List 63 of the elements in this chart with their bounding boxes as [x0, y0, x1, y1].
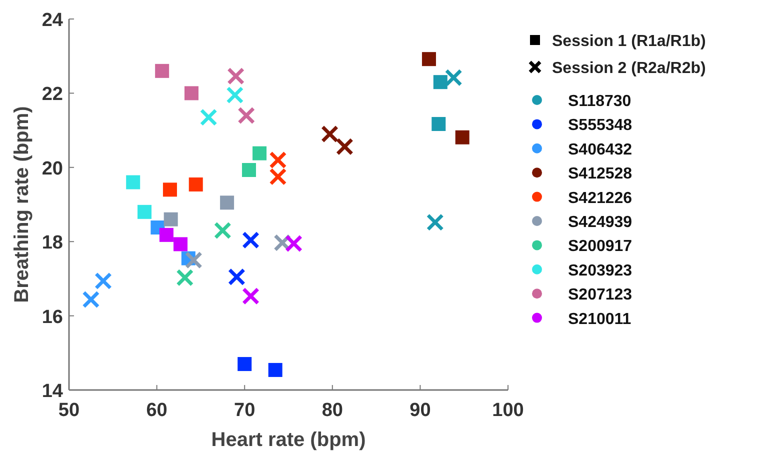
legend-label: S210011 — [568, 310, 632, 328]
x-tick-label: 100 — [492, 400, 524, 421]
x-tick-label: 70 — [234, 400, 256, 421]
text: Session 1 (R1a/R1b) — [552, 33, 706, 50]
y-tick-label: 20 — [42, 158, 63, 180]
point — [242, 162, 256, 177]
point — [285, 234, 303, 252]
point — [444, 68, 462, 86]
point — [159, 228, 174, 242]
point — [226, 86, 244, 104]
legend-label: S412528 — [568, 166, 632, 183]
point — [422, 52, 436, 66]
x-tick-label: 50 — [58, 400, 80, 421]
point — [242, 231, 260, 249]
y-tick-label: 18 — [42, 232, 63, 254]
point — [220, 196, 234, 210]
point — [188, 177, 203, 192]
legend-label: S424939 — [568, 214, 632, 231]
point — [184, 251, 202, 269]
y-tick-label: 14 — [42, 381, 64, 402]
point — [268, 362, 282, 377]
point — [227, 67, 245, 85]
point — [321, 125, 339, 143]
point — [432, 116, 446, 131]
point — [174, 237, 188, 252]
y-tick-label: 22 — [42, 84, 63, 106]
point — [94, 272, 112, 290]
point — [238, 357, 252, 372]
legend-label: S555348 — [568, 117, 632, 134]
y-tick-label: 16 — [42, 306, 63, 328]
x-tick-label: 90 — [410, 400, 431, 421]
point — [269, 168, 287, 186]
legend-label: S207123 — [568, 286, 632, 304]
point — [426, 214, 444, 232]
legend-label: S203923 — [568, 262, 632, 280]
x-tick-label: 60 — [146, 400, 168, 421]
point — [164, 212, 178, 226]
point — [184, 86, 198, 100]
point — [228, 268, 246, 286]
x-axis-title: Heart rate (bpm) — [211, 429, 366, 451]
point — [176, 268, 194, 286]
legend-label: S200917 — [568, 238, 632, 256]
point — [126, 175, 140, 190]
point — [82, 290, 100, 308]
y-tick-label: 24 — [42, 10, 64, 31]
point — [455, 130, 470, 144]
point — [138, 204, 152, 219]
point — [155, 64, 170, 78]
x-tick-label: 80 — [322, 400, 343, 421]
point — [162, 182, 177, 197]
point — [336, 138, 354, 156]
point — [238, 106, 256, 124]
point — [214, 222, 232, 240]
y-axis-title: Breathing rate (bpm) — [11, 106, 33, 303]
text: Session 2 (R2a/R2b) — [552, 60, 706, 77]
point — [200, 108, 218, 126]
point — [252, 146, 267, 160]
point — [433, 75, 448, 90]
legend-label: S118730 — [568, 93, 632, 110]
legend-label: S421226 — [568, 190, 632, 207]
legend-label: S406432 — [568, 141, 632, 158]
point — [269, 151, 287, 169]
point — [242, 287, 260, 305]
